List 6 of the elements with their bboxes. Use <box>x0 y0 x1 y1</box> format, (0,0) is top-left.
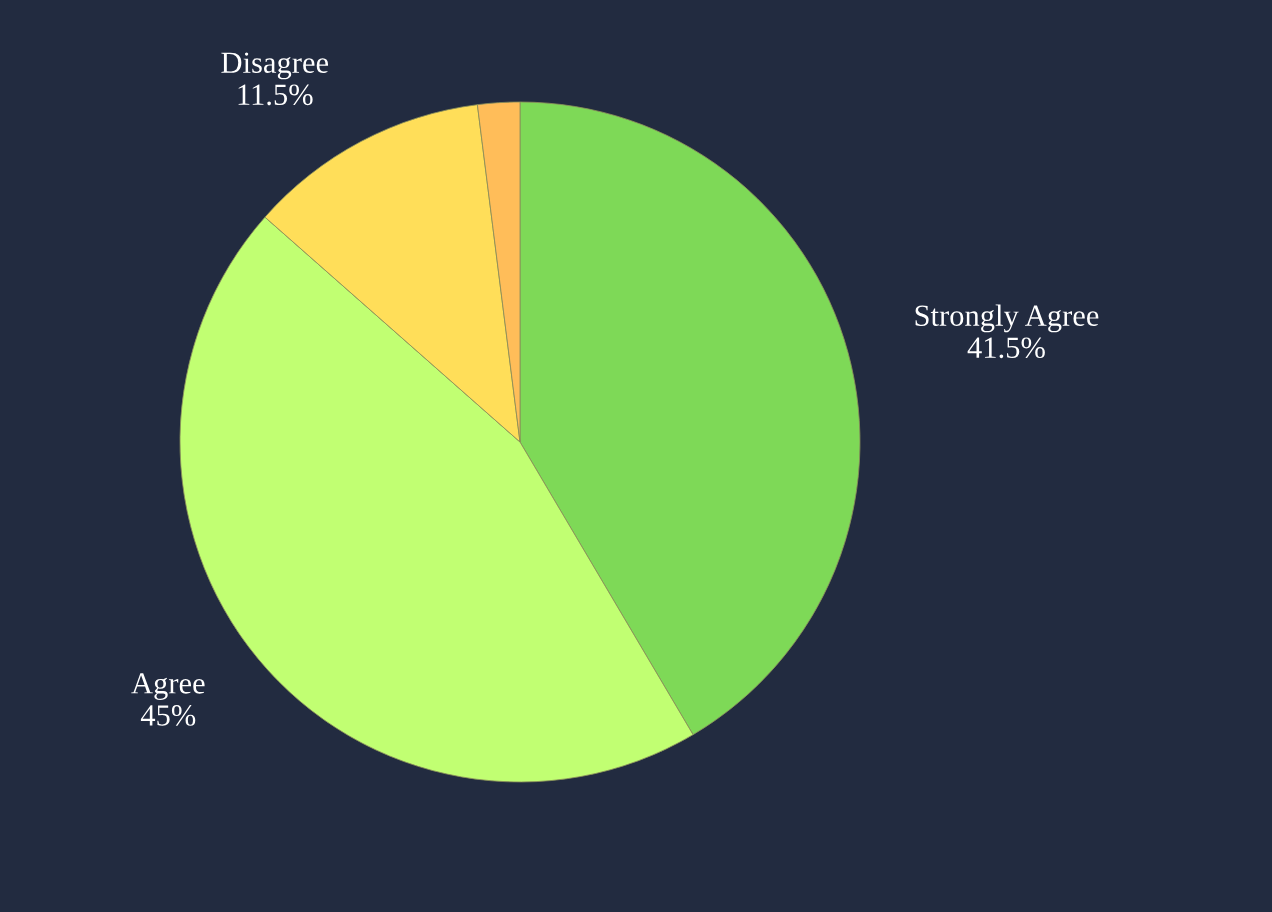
slice-label: Disagree <box>221 52 329 80</box>
data-label: 41.5% <box>967 337 1045 359</box>
data-label: 45% <box>140 705 196 726</box>
slice-label: Agree <box>131 673 205 700</box>
data-label: 11.5% <box>238 84 313 106</box>
slice-label: Strongly Agree <box>915 304 1099 333</box>
